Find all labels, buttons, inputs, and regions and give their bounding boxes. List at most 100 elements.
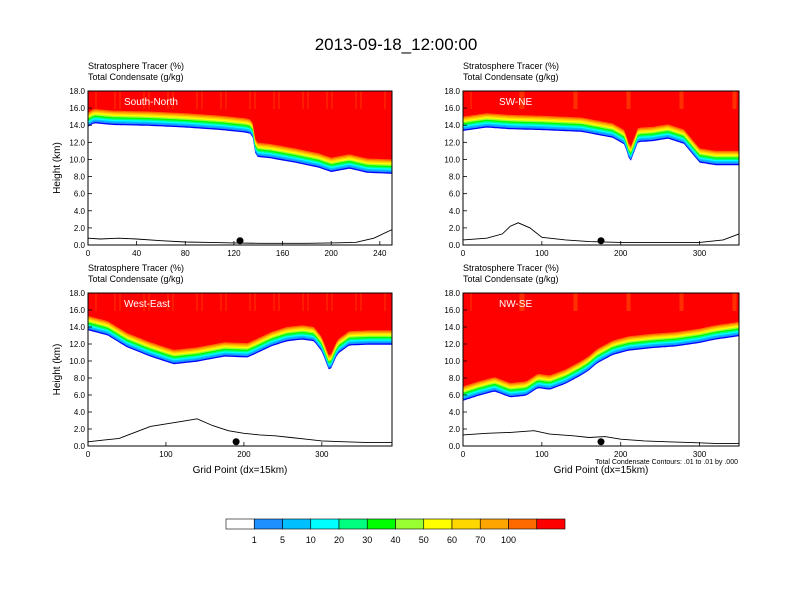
colorbar-swatch bbox=[479, 518, 509, 530]
panel-header-tracer: Stratosphere Tracer (%) bbox=[88, 263, 184, 273]
y-tick-label: 0.0 bbox=[449, 442, 461, 451]
y-tick-label: 8.0 bbox=[74, 173, 86, 182]
x-axis-label: Grid Point (dx=15km) bbox=[554, 465, 649, 476]
panel-0: Stratosphere Tracer (%)Total Condensate … bbox=[52, 61, 393, 258]
y-tick-label: 18.0 bbox=[444, 87, 460, 96]
y-tick-label: 6.0 bbox=[74, 190, 86, 199]
panel-1: Stratosphere Tracer (%)Total Condensate … bbox=[444, 61, 740, 258]
panel-header-tracer: Stratosphere Tracer (%) bbox=[463, 61, 559, 71]
colorbar-swatch bbox=[451, 518, 481, 530]
y-tick-label: 6.0 bbox=[74, 391, 86, 400]
y-tick-label: 2.0 bbox=[449, 425, 461, 434]
tracer-band-red bbox=[88, 91, 392, 160]
y-tick-label: 2.0 bbox=[74, 425, 86, 434]
x-tick-label: 0 bbox=[86, 450, 91, 459]
terrain-contour bbox=[462, 222, 740, 243]
colorbar-label: 20 bbox=[334, 535, 344, 545]
colorbar-swatch bbox=[225, 518, 255, 530]
terrain-contour bbox=[462, 430, 739, 444]
y-tick-label: 10.0 bbox=[444, 155, 460, 164]
y-tick-label: 14.0 bbox=[444, 323, 460, 332]
cross-section-label: West-East bbox=[124, 299, 170, 310]
colorbar: 1 5 10 20 30 40 50 60 70 100 bbox=[225, 518, 566, 545]
y-axis-label: Height (km) bbox=[52, 344, 63, 396]
x-tick-label: 300 bbox=[315, 450, 329, 459]
plot-frame bbox=[87, 90, 393, 246]
x-tick-label: 240 bbox=[373, 249, 387, 258]
y-tick-label: 12.0 bbox=[444, 340, 460, 349]
panel-header-condensate: Total Condensate (g/kg) bbox=[88, 274, 184, 284]
x-tick-label: 0 bbox=[86, 249, 91, 258]
panel-header-tracer: Stratosphere Tracer (%) bbox=[463, 263, 559, 273]
y-tick-label: 14.0 bbox=[444, 121, 460, 130]
x-tick-label: 200 bbox=[237, 450, 251, 459]
y-tick-label: 18.0 bbox=[444, 289, 460, 298]
tracer-field bbox=[88, 293, 392, 370]
y-tick-label: 0.0 bbox=[74, 241, 86, 250]
panel-header-condensate: Total Condensate (g/kg) bbox=[88, 72, 184, 82]
x-tick-label: 100 bbox=[535, 249, 549, 258]
x-tick-label: 0 bbox=[461, 450, 466, 459]
y-tick-label: 2.0 bbox=[449, 224, 461, 233]
x-tick-label: 120 bbox=[227, 249, 241, 258]
colorbar-swatch bbox=[395, 518, 425, 530]
terrain-contour bbox=[87, 418, 392, 444]
plot-frame bbox=[462, 90, 740, 246]
colorbar-label: 30 bbox=[362, 535, 372, 545]
y-tick-label: 14.0 bbox=[69, 323, 85, 332]
panels: Stratosphere Tracer (%)Total Condensate … bbox=[52, 61, 740, 476]
y-tick-label: 12.0 bbox=[69, 340, 85, 349]
panel-2: Stratosphere Tracer (%)Total Condensate … bbox=[52, 263, 393, 476]
colorbar-label: 60 bbox=[447, 535, 457, 545]
colorbar-label: 1 bbox=[252, 535, 257, 545]
colorbar-swatch bbox=[536, 518, 566, 530]
colorbar-label: 10 bbox=[306, 535, 316, 545]
tracer-field bbox=[88, 91, 392, 174]
y-tick-label: 4.0 bbox=[449, 207, 461, 216]
x-tick-label: 80 bbox=[181, 249, 190, 258]
panel-header-condensate: Total Condensate (g/kg) bbox=[463, 274, 559, 284]
x-axis-label: Grid Point (dx=15km) bbox=[193, 465, 288, 476]
y-tick-label: 6.0 bbox=[449, 391, 461, 400]
tracer-band-red bbox=[463, 91, 739, 151]
y-tick-label: 8.0 bbox=[449, 374, 461, 383]
y-tick-label: 16.0 bbox=[444, 104, 460, 113]
colorbar-label: 100 bbox=[501, 535, 516, 545]
tracer-band-red bbox=[88, 293, 392, 356]
colorbar-swatch bbox=[366, 518, 396, 530]
x-tick-label: 200 bbox=[614, 450, 628, 459]
figure-title: 2013-09-18_12:00:00 bbox=[315, 35, 478, 54]
y-tick-label: 18.0 bbox=[69, 87, 85, 96]
colorbar-swatch bbox=[310, 518, 340, 530]
x-tick-label: 40 bbox=[132, 249, 141, 258]
y-tick-label: 0.0 bbox=[74, 442, 86, 451]
tracer-field bbox=[463, 293, 739, 401]
y-tick-label: 8.0 bbox=[449, 173, 461, 182]
y-tick-label: 16.0 bbox=[444, 306, 460, 315]
colorbar-label: 5 bbox=[280, 535, 285, 545]
y-tick-label: 16.0 bbox=[69, 104, 85, 113]
cross-section-label: NW-SE bbox=[499, 299, 532, 310]
panel-3: Stratosphere Tracer (%)Total Condensate … bbox=[444, 263, 740, 476]
location-marker bbox=[236, 237, 244, 245]
colorbar-swatch bbox=[508, 518, 538, 530]
y-tick-label: 14.0 bbox=[69, 121, 85, 130]
y-tick-label: 4.0 bbox=[449, 408, 461, 417]
contour-footnote: Total Condensate Contours: .01 to .01 by… bbox=[595, 459, 738, 466]
tracer-band-red bbox=[463, 293, 739, 387]
y-tick-label: 10.0 bbox=[444, 357, 460, 366]
y-tick-label: 16.0 bbox=[69, 306, 85, 315]
y-tick-label: 4.0 bbox=[74, 408, 86, 417]
y-tick-label: 6.0 bbox=[449, 190, 461, 199]
tracer-field bbox=[463, 91, 739, 166]
x-tick-label: 300 bbox=[693, 249, 707, 258]
colorbar-label: 40 bbox=[390, 535, 400, 545]
y-tick-label: 2.0 bbox=[74, 224, 86, 233]
x-tick-label: 100 bbox=[159, 450, 173, 459]
y-tick-label: 18.0 bbox=[69, 289, 85, 298]
colorbar-swatch bbox=[338, 518, 368, 530]
y-tick-label: 12.0 bbox=[444, 138, 460, 147]
cross-section-label: SW-NE bbox=[499, 97, 532, 108]
y-tick-label: 4.0 bbox=[74, 207, 86, 216]
